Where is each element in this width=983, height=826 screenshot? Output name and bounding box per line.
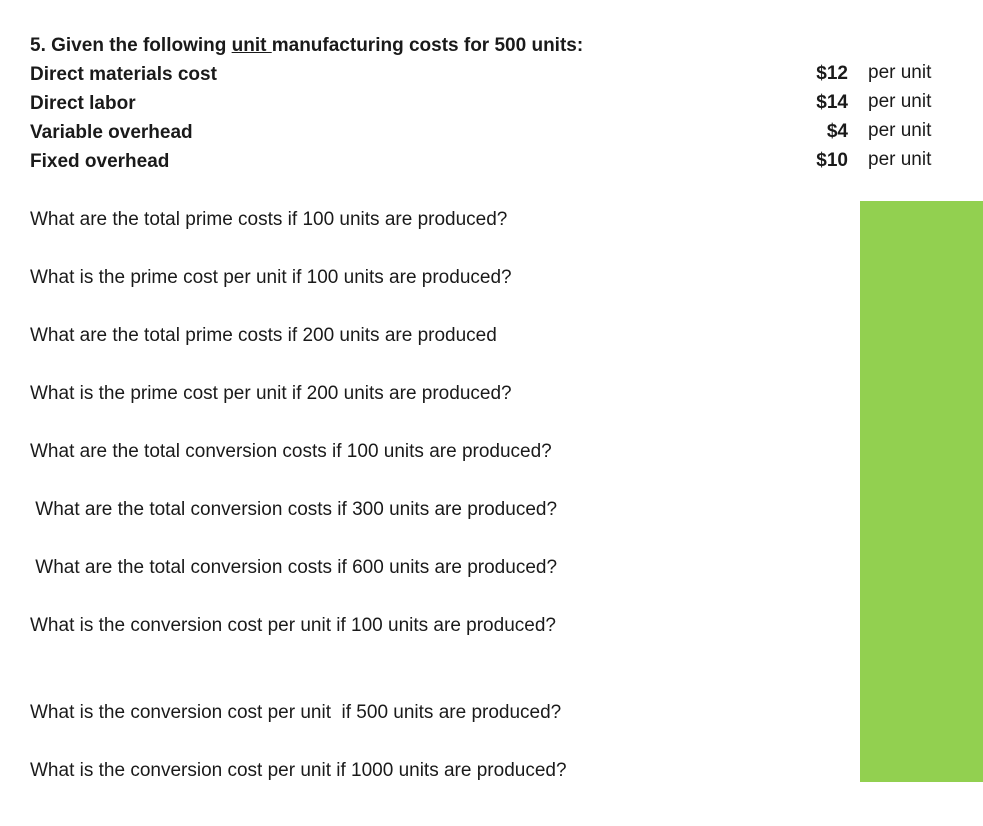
cost-amount: $12	[816, 63, 848, 84]
cost-unit: per unit	[868, 91, 932, 112]
cost-unit: per unit	[868, 62, 932, 83]
cost-label: Direct labor	[30, 93, 136, 114]
cost-amount: $4	[826, 121, 848, 142]
question-text: What are the total prime costs if 200 un…	[30, 325, 497, 346]
question-text: What are the total conversion costs if 6…	[30, 557, 558, 578]
cost-unit: per unit	[868, 120, 932, 141]
cost-row-variable-overhead: Variable overhead $4 per unit	[30, 120, 945, 146]
cost-label: Variable overhead	[30, 122, 193, 143]
question-text: What is the conversion cost per unit if …	[30, 702, 562, 723]
heading-underlined-word: unit	[231, 35, 272, 56]
question-text: What is the prime cost per unit if 200 u…	[30, 383, 512, 404]
question-text: What are the total prime costs if 100 un…	[30, 209, 508, 230]
heading-prefix: 5. Given the following	[30, 35, 232, 56]
cost-amount: $10	[816, 150, 848, 171]
problem-heading: 5. Given the following unit manufacturin…	[30, 35, 583, 57]
question-text: What is the prime cost per unit if 100 u…	[30, 267, 512, 288]
question-text: What are the total conversion costs if 1…	[30, 441, 552, 462]
cost-label: Direct materials cost	[30, 64, 217, 85]
question-text: What is the conversion cost per unit if …	[30, 615, 556, 636]
answer-area[interactable]	[860, 201, 983, 782]
cost-amount: $14	[816, 92, 848, 113]
cost-row-direct-labor: Direct labor $14 per unit	[30, 91, 945, 117]
cost-row-fixed-overhead: Fixed overhead $10 per unit	[30, 149, 945, 175]
cost-unit: per unit	[868, 149, 932, 170]
cost-label: Fixed overhead	[30, 151, 170, 172]
question-text: What are the total conversion costs if 3…	[30, 499, 558, 520]
question-text: What is the conversion cost per unit if …	[30, 760, 567, 781]
cost-row-direct-materials: Direct materials cost $12 per unit	[30, 62, 945, 88]
heading-suffix: manufacturing costs for 500 units:	[271, 35, 584, 56]
